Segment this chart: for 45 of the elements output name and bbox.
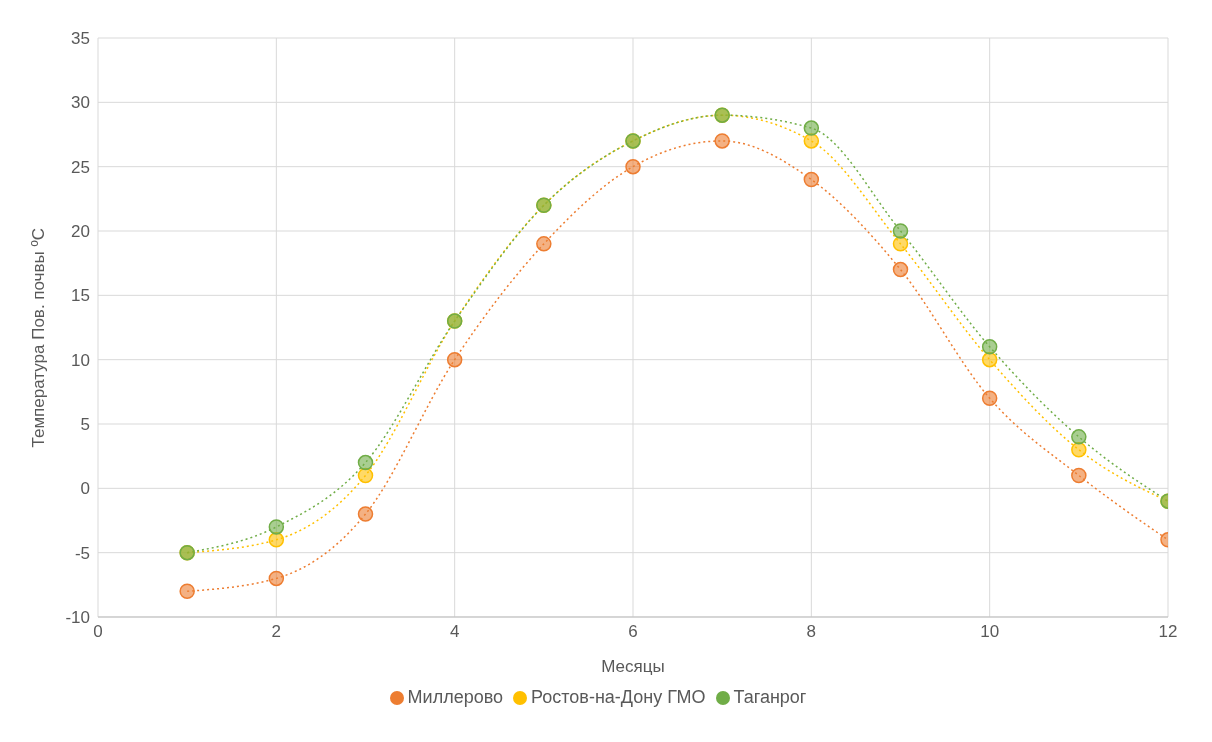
- x-axis-title: Месяцы: [601, 657, 665, 676]
- x-tick-label: 10: [980, 622, 1000, 642]
- y-tick-label: 35: [71, 29, 90, 49]
- point: [1071, 467, 1087, 484]
- legend-label: Ростов-на-Дону ГМО: [531, 687, 706, 707]
- point: [268, 570, 285, 587]
- point: [446, 351, 463, 368]
- point: [268, 532, 285, 548]
- point: [1071, 429, 1087, 445]
- point: [357, 506, 374, 522]
- y-tick-label: 30: [71, 93, 90, 113]
- y-tick-label: 5: [80, 415, 90, 435]
- point: [179, 583, 195, 600]
- y-tick-label: 10: [71, 350, 90, 370]
- point: [357, 467, 374, 484]
- legend-label: Миллерово: [407, 687, 504, 707]
- point: [357, 454, 374, 471]
- point: [892, 236, 909, 252]
- point: [268, 519, 285, 535]
- y-tick-label: -10: [65, 608, 90, 628]
- point: [803, 120, 820, 136]
- point: [981, 339, 998, 355]
- x-tick-label: 8: [806, 622, 817, 642]
- legend-label: Таганрог: [733, 687, 807, 707]
- point: [981, 390, 998, 407]
- x-tick-label: 12: [1158, 622, 1178, 642]
- x-tick-label: 0: [93, 622, 103, 642]
- point: [892, 223, 909, 239]
- point: [1071, 441, 1087, 458]
- y-tick-label: 20: [71, 222, 90, 242]
- y-tick-label: 0: [80, 479, 90, 499]
- point: [803, 171, 820, 188]
- point: [625, 158, 641, 175]
- point: [536, 236, 552, 252]
- x-tick-label: 4: [449, 622, 460, 642]
- point: [714, 133, 730, 149]
- point: [981, 351, 998, 368]
- y-axis-title: Температура Пов. почвы ºC: [29, 228, 49, 448]
- y-tick-label: 25: [71, 157, 90, 177]
- x-tick-label: 2: [271, 622, 282, 642]
- y-tick-label: -5: [74, 543, 90, 563]
- point: [892, 261, 909, 278]
- point: [803, 133, 820, 149]
- x-tick-label: 6: [628, 622, 638, 642]
- y-tick-label: 15: [71, 286, 90, 306]
